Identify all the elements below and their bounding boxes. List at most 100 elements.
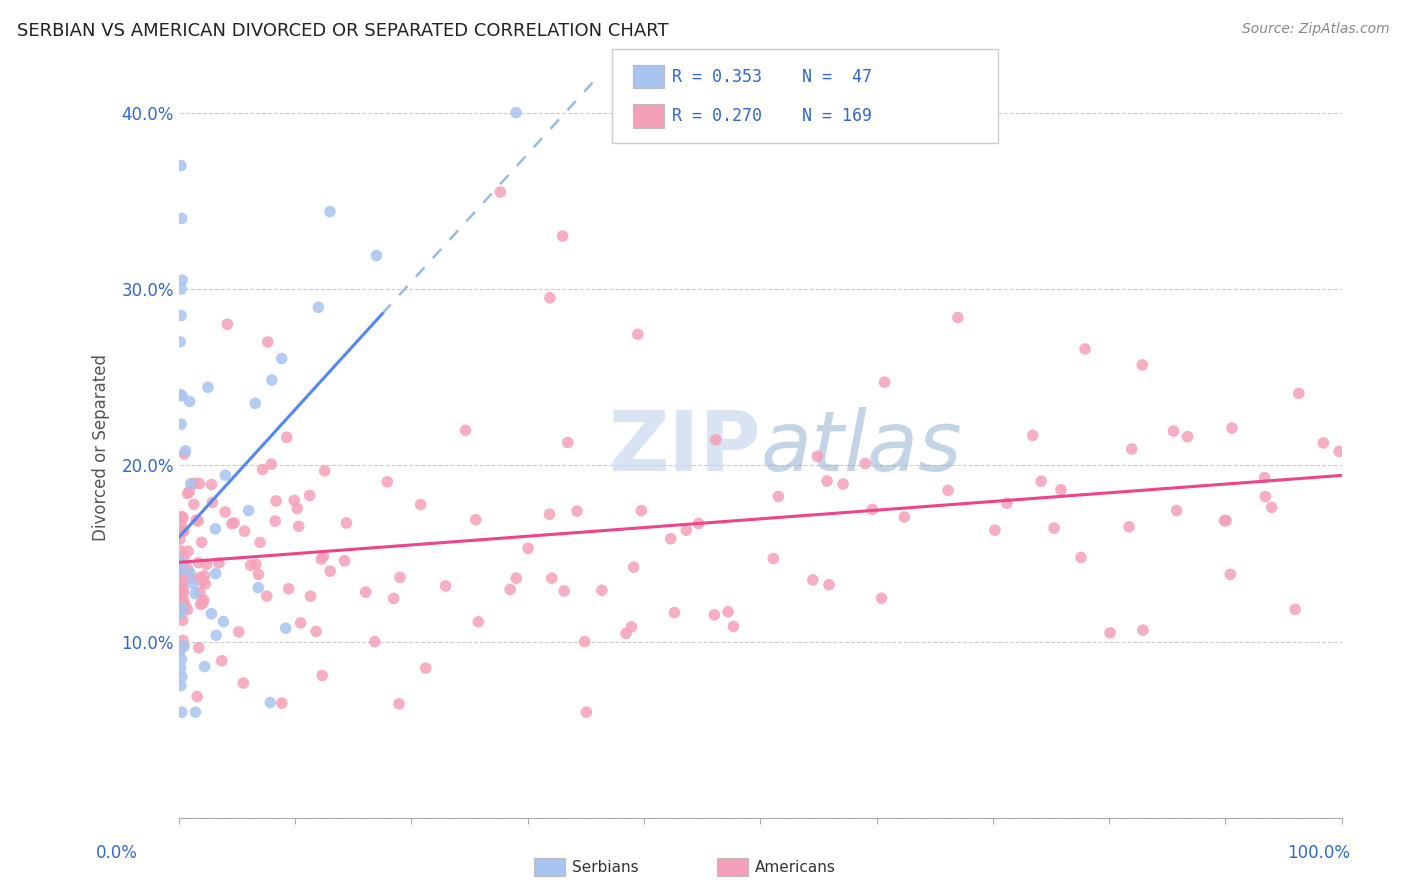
Point (169, 579, 191, 593)
Point (190, 597, 212, 611)
Point (176, 566, 198, 581)
Point (176, 602, 198, 616)
Point (228, 624, 250, 639)
Point (188, 476, 211, 491)
Point (1254, 490, 1277, 504)
Point (270, 696, 292, 710)
Point (1121, 442, 1143, 456)
Point (538, 507, 561, 521)
Point (659, 532, 682, 546)
Point (768, 490, 790, 504)
Point (1050, 483, 1073, 497)
Point (307, 300, 329, 314)
Point (170, 518, 193, 533)
Point (627, 327, 650, 342)
Point (194, 659, 217, 673)
Point (312, 549, 335, 564)
Point (193, 568, 215, 582)
Point (382, 591, 405, 606)
Point (1166, 503, 1188, 517)
Point (818, 577, 841, 591)
Point (873, 375, 896, 389)
Point (1070, 550, 1092, 565)
Point (170, 679, 193, 693)
Point (538, 291, 561, 305)
Point (815, 474, 838, 488)
Point (623, 560, 645, 574)
Text: R = 0.270    N = 169: R = 0.270 N = 169 (672, 107, 872, 125)
Point (1177, 429, 1199, 443)
Point (214, 468, 236, 483)
Point (186, 690, 208, 704)
Point (540, 571, 562, 585)
Point (169, 588, 191, 602)
Point (174, 443, 197, 458)
Point (551, 229, 574, 244)
Point (276, 430, 298, 444)
Point (335, 516, 357, 530)
Point (305, 624, 328, 639)
Point (620, 620, 643, 634)
Point (354, 585, 377, 599)
Point (260, 457, 283, 471)
Point (169, 532, 191, 546)
Point (200, 477, 222, 491)
Point (1118, 520, 1140, 534)
Point (489, 185, 512, 199)
Y-axis label: Divorced or Separated: Divorced or Separated (93, 354, 110, 541)
Point (170, 563, 193, 577)
Point (174, 599, 197, 613)
Point (190, 535, 212, 549)
Point (249, 535, 271, 549)
Point (664, 606, 686, 620)
Point (204, 522, 226, 536)
Text: atlas: atlas (761, 407, 962, 488)
Point (193, 593, 215, 607)
Point (170, 602, 193, 616)
Point (319, 204, 342, 219)
Point (172, 613, 194, 627)
Point (170, 211, 193, 226)
Point (170, 652, 193, 666)
Point (233, 524, 256, 538)
Point (995, 496, 1018, 510)
Point (270, 351, 292, 366)
Point (173, 447, 195, 461)
Point (184, 587, 207, 601)
Point (176, 562, 198, 576)
Point (517, 541, 540, 556)
Text: ZIP: ZIP (607, 407, 761, 488)
Text: 0.0%: 0.0% (96, 844, 138, 862)
Point (264, 494, 287, 508)
Point (188, 585, 211, 599)
Point (565, 504, 588, 518)
Point (177, 544, 200, 558)
Point (188, 570, 211, 584)
Point (239, 558, 262, 573)
Point (169, 334, 191, 349)
Point (319, 564, 342, 578)
Point (238, 503, 260, 517)
Point (170, 159, 193, 173)
Point (181, 576, 204, 591)
Point (1288, 386, 1310, 401)
Text: 100.0%: 100.0% (1286, 844, 1350, 862)
Point (172, 389, 194, 403)
Point (415, 661, 437, 675)
Point (169, 558, 191, 572)
Point (221, 516, 243, 531)
Point (169, 661, 191, 675)
Point (389, 570, 412, 584)
Point (247, 567, 270, 582)
Point (688, 516, 710, 531)
Point (191, 596, 214, 610)
Point (1213, 514, 1236, 528)
Point (245, 396, 267, 410)
Point (630, 503, 652, 517)
Point (717, 605, 740, 619)
Point (377, 475, 399, 489)
Point (703, 607, 725, 622)
Point (172, 601, 194, 615)
Point (169, 554, 191, 568)
Point (893, 510, 915, 524)
